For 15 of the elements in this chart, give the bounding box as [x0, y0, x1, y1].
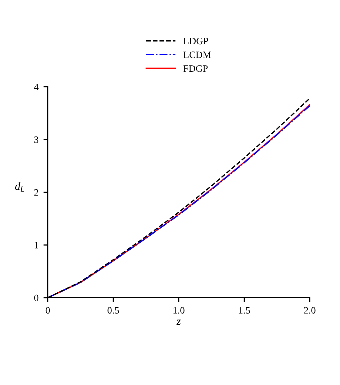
legend-label: LCDM — [184, 52, 212, 58]
y-axis-title: d$_{L}$ — [15, 182, 25, 192]
legend-label: FDGP — [184, 66, 208, 72]
y-tick-label: 1 — [34, 242, 38, 249]
x-tick-label: 2.0 — [304, 307, 316, 314]
x-tick-label: 0 — [46, 307, 50, 314]
y-tick-label: 3 — [34, 136, 39, 144]
y-tick-label: 0 — [34, 294, 39, 302]
x-tick-label: 0.5 — [108, 307, 120, 314]
x-axis-title: z — [176, 320, 182, 325]
y-tick-label: 4 — [34, 84, 39, 90]
legend-label: LDGP — [184, 38, 208, 45]
y-tick-label: 2 — [34, 189, 38, 196]
x-tick-label: 1.0 — [174, 307, 185, 314]
x-tick-label: 1.5 — [239, 307, 250, 314]
